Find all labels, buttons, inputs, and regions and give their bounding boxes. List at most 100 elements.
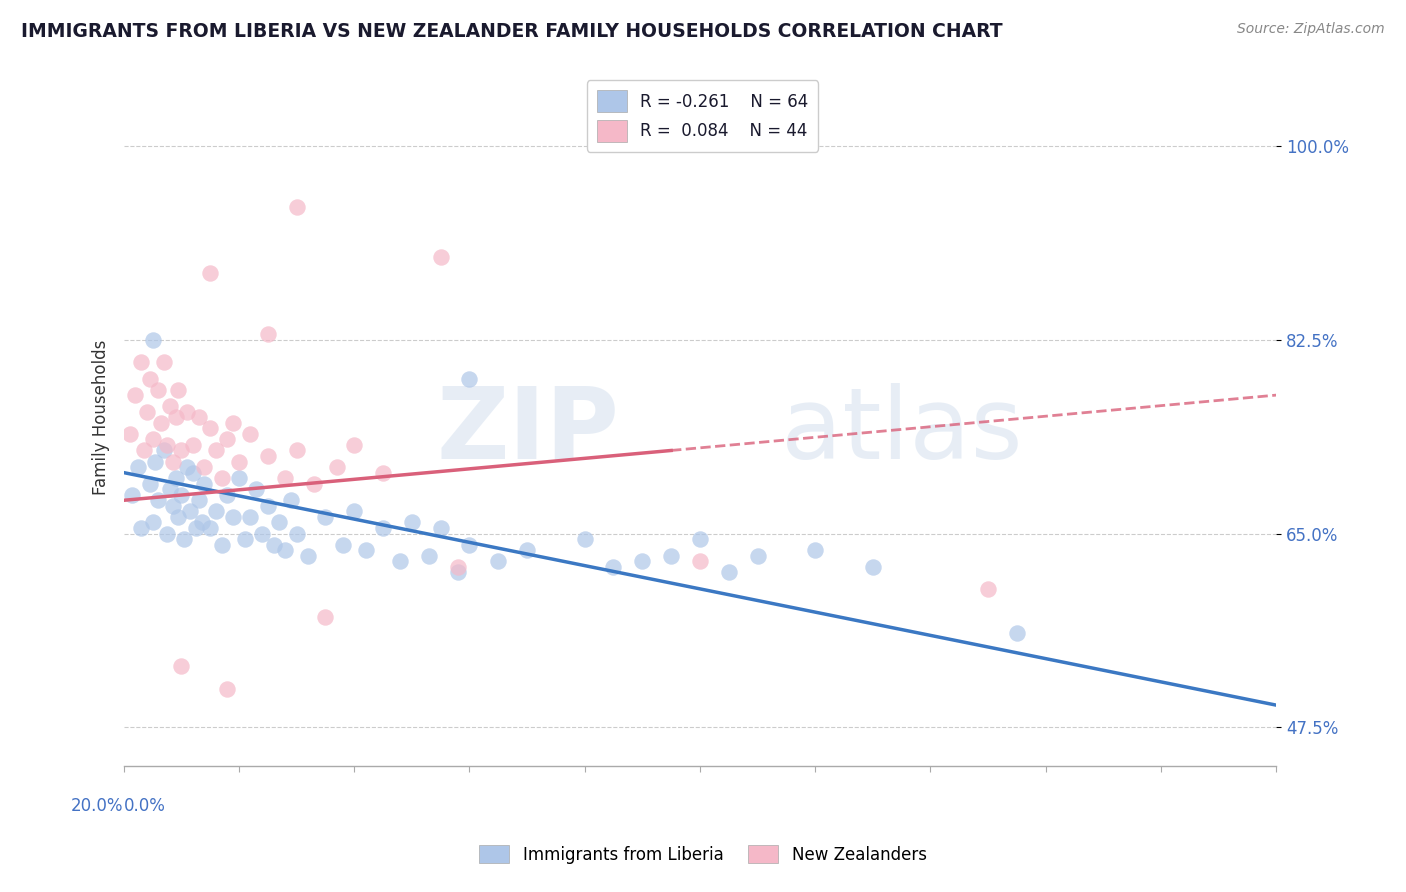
Point [250, 526, 273, 541]
Point [190, 516, 212, 530]
Point [141, 516, 163, 530]
Point [401, 516, 423, 530]
Point [245, 482, 267, 496]
Point [205, 443, 228, 458]
Point [167, 509, 190, 524]
Point [129, 521, 152, 535]
Point [181, 438, 204, 452]
Point [187, 493, 209, 508]
Point [179, 504, 201, 518]
Point [429, 521, 451, 535]
Point [135, 405, 157, 419]
Point [1005, 626, 1028, 640]
Point [193, 476, 215, 491]
Point [170, 443, 193, 458]
Text: IMMIGRANTS FROM LIBERIA VS NEW ZEALANDER FAMILY HOUSEHOLDS CORRELATION CHART: IMMIGRANTS FROM LIBERIA VS NEW ZEALANDER… [21, 22, 1002, 41]
Point [274, 543, 297, 558]
Point [165, 471, 187, 485]
Point [211, 471, 233, 485]
Legend: Immigrants from Liberia, New Zealanders: Immigrants from Liberia, New Zealanders [472, 838, 934, 871]
Point [217, 488, 239, 502]
Point [129, 355, 152, 369]
Point [148, 493, 170, 508]
Point [314, 609, 336, 624]
Point [297, 549, 319, 563]
Point [977, 582, 1000, 596]
Point [198, 421, 221, 435]
Point [148, 383, 170, 397]
Point [124, 388, 146, 402]
Point [332, 538, 354, 552]
Point [205, 504, 228, 518]
Point [256, 327, 278, 342]
Point [153, 355, 176, 369]
Point [516, 543, 538, 558]
Text: 20.0%: 20.0% [72, 797, 124, 814]
Point [343, 438, 366, 452]
Point [285, 200, 308, 214]
Point [159, 482, 181, 496]
Point [181, 466, 204, 480]
Point [314, 509, 336, 524]
Point [285, 526, 308, 541]
Point [138, 371, 160, 385]
Point [389, 554, 412, 568]
Point [156, 526, 179, 541]
Point [371, 466, 394, 480]
Point [121, 488, 143, 502]
Point [211, 538, 233, 552]
Point [228, 471, 250, 485]
Point [145, 454, 167, 468]
Point [302, 476, 325, 491]
Legend: R = -0.261    N = 64, R =  0.084    N = 44: R = -0.261 N = 64, R = 0.084 N = 44 [586, 80, 818, 152]
Point [138, 476, 160, 491]
Point [184, 521, 207, 535]
Point [173, 532, 195, 546]
Point [689, 554, 711, 568]
Point [167, 383, 190, 397]
Point [170, 659, 193, 673]
Point [602, 559, 624, 574]
Point [747, 549, 769, 563]
Point [132, 443, 155, 458]
Point [233, 532, 256, 546]
Text: ZIP: ZIP [436, 383, 619, 480]
Point [429, 250, 451, 264]
Point [343, 504, 366, 518]
Text: atlas: atlas [780, 383, 1022, 480]
Point [162, 499, 184, 513]
Y-axis label: Family Households: Family Households [91, 340, 110, 495]
Point [222, 509, 245, 524]
Point [170, 488, 193, 502]
Point [280, 493, 302, 508]
Text: Source: ZipAtlas.com: Source: ZipAtlas.com [1237, 22, 1385, 37]
Point [153, 443, 176, 458]
Point [574, 532, 596, 546]
Point [228, 454, 250, 468]
Point [458, 538, 481, 552]
Point [217, 681, 239, 696]
Point [127, 460, 149, 475]
Point [717, 566, 740, 580]
Point [371, 521, 394, 535]
Text: 0.0%: 0.0% [124, 797, 166, 814]
Point [141, 433, 163, 447]
Point [239, 509, 262, 524]
Point [239, 426, 262, 441]
Point [862, 559, 884, 574]
Point [187, 410, 209, 425]
Point [285, 443, 308, 458]
Point [689, 532, 711, 546]
Point [176, 405, 198, 419]
Point [418, 549, 440, 563]
Point [804, 543, 827, 558]
Point [217, 433, 239, 447]
Point [256, 449, 278, 463]
Point [447, 559, 470, 574]
Point [458, 371, 481, 385]
Point [256, 499, 278, 513]
Point [269, 516, 291, 530]
Point [176, 460, 198, 475]
Point [631, 554, 654, 568]
Point [159, 399, 181, 413]
